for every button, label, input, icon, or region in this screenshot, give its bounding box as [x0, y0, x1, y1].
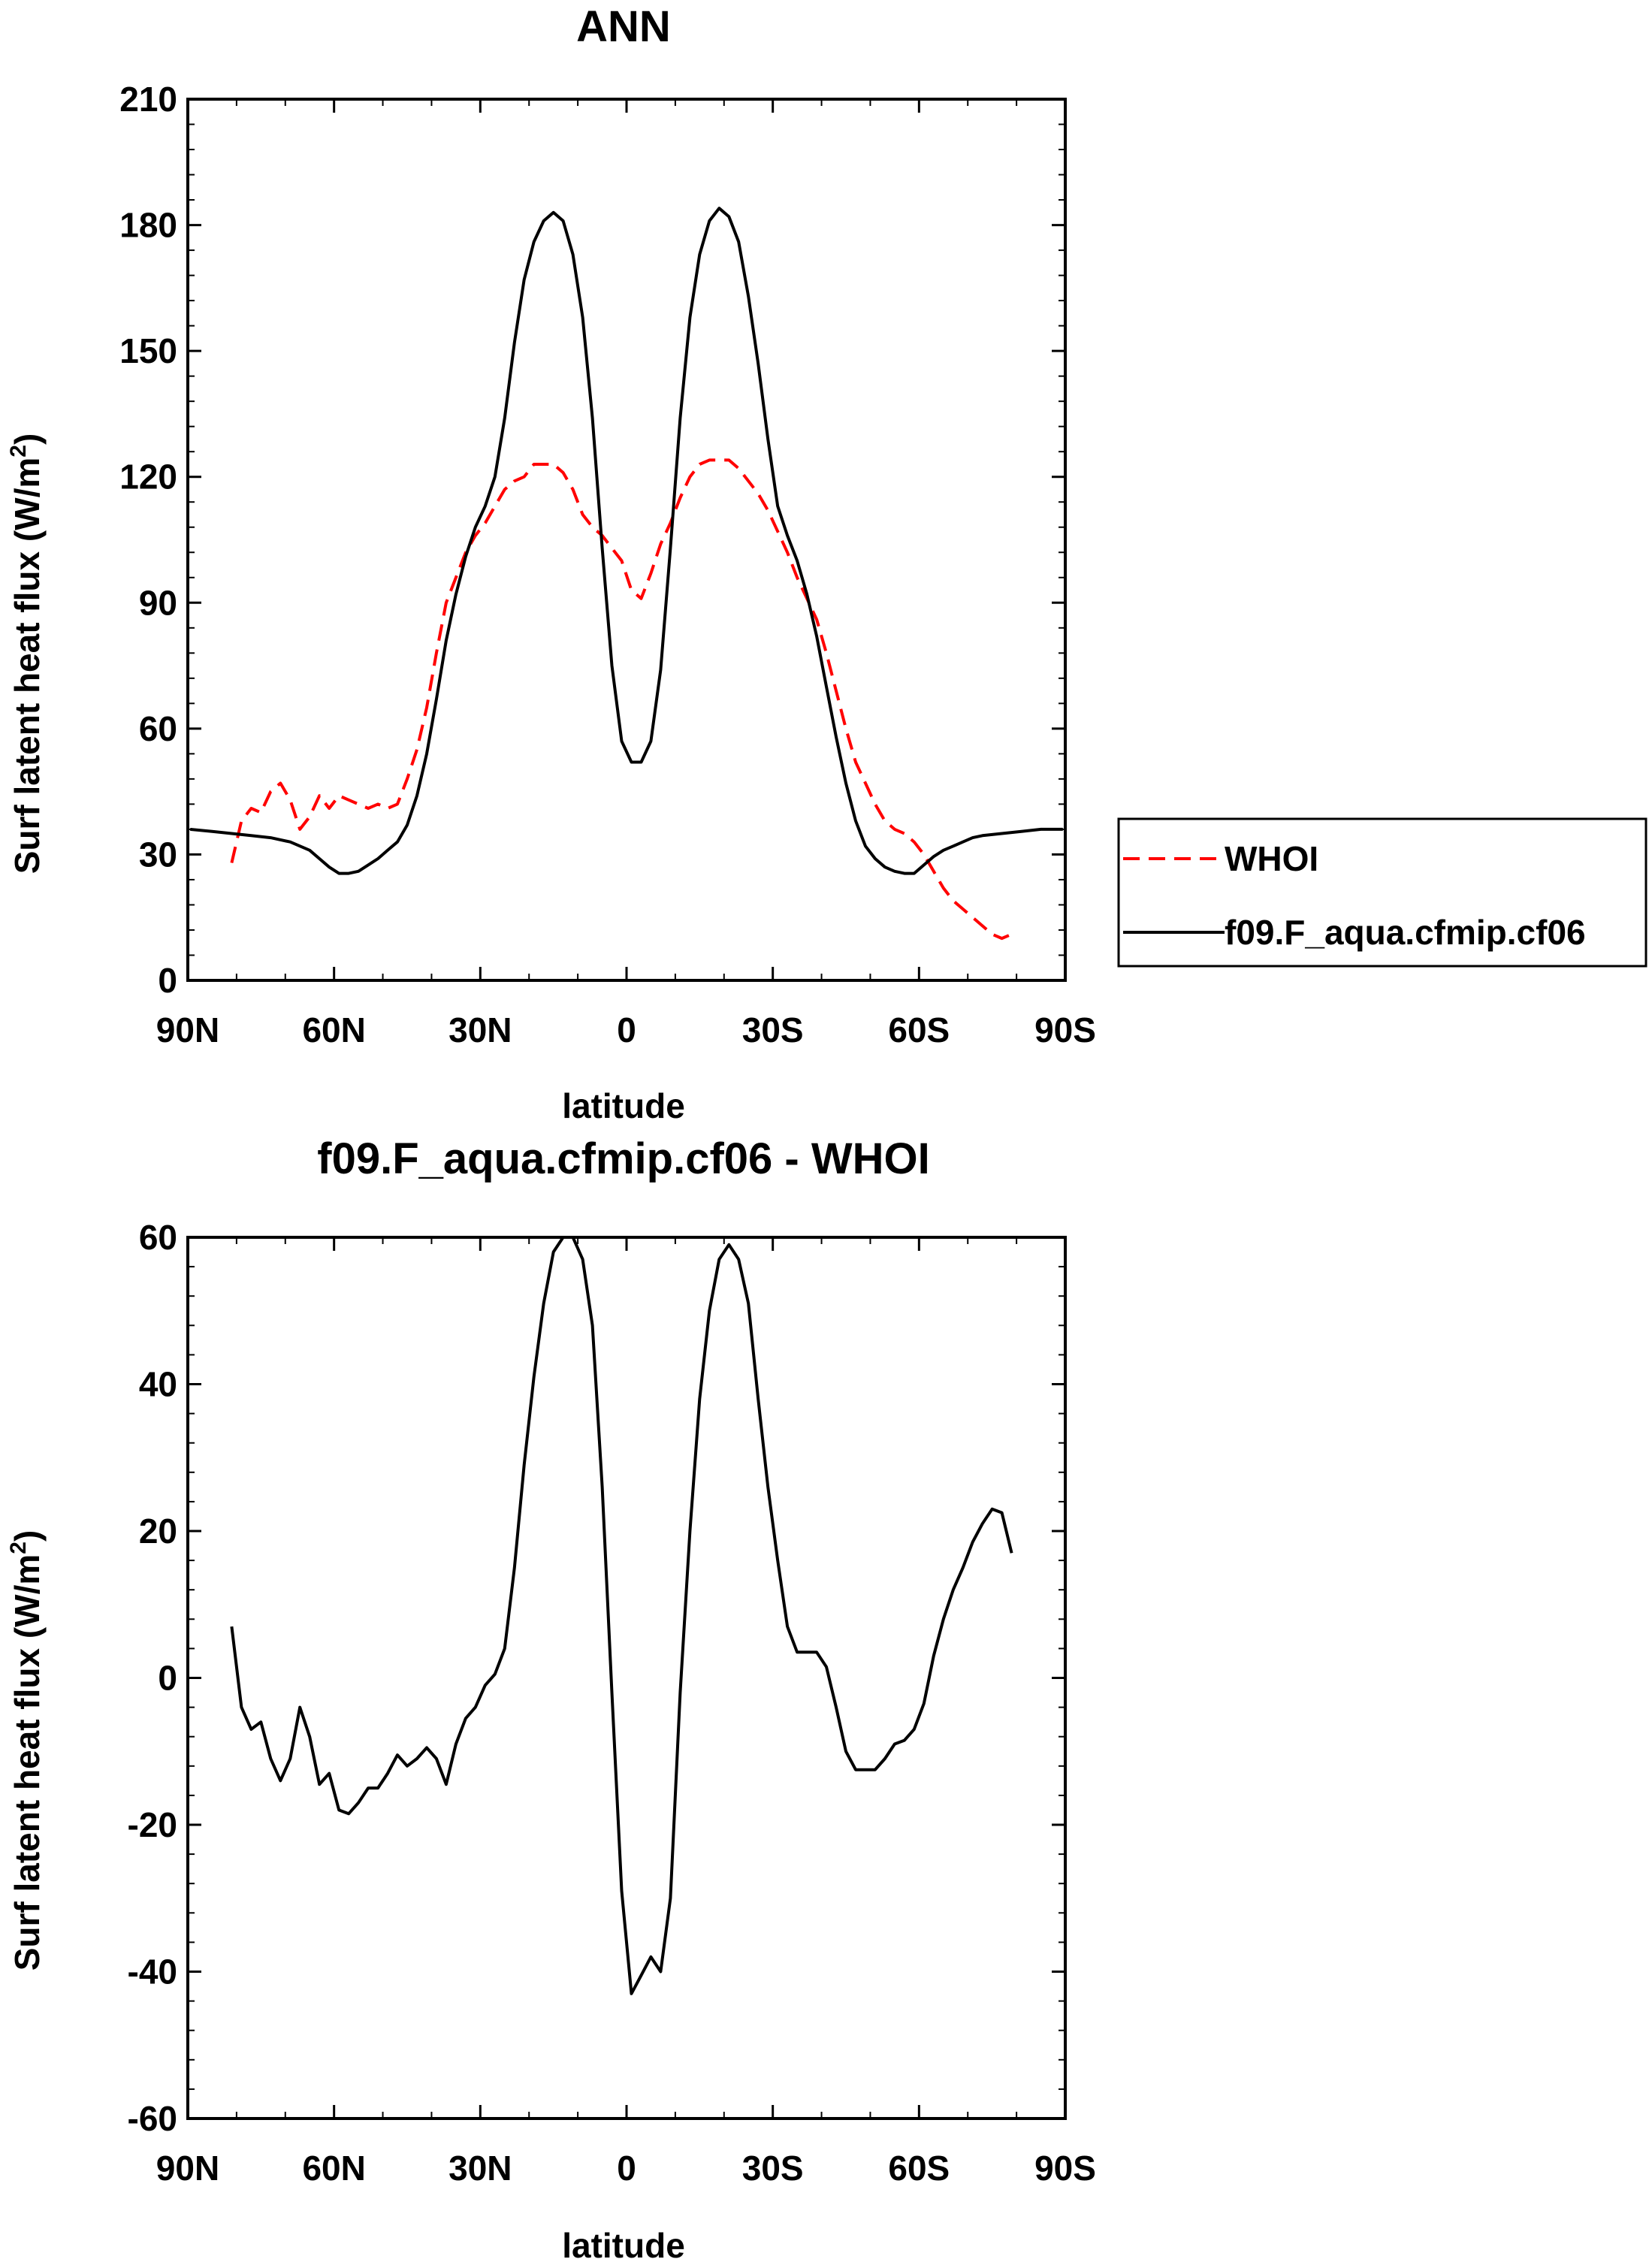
x-tick-label: 90S — [1034, 2149, 1096, 2188]
series-line-whoi — [230, 458, 1013, 941]
legend-label-model: f09.F_aqua.cfmip.cf06 — [1225, 913, 1586, 952]
x-tick-label: 60S — [888, 2149, 950, 2188]
annual-mean-chart: ANN 0 30 60 90 120 150 180 210 90N 60N 30N 0 30S 60S… — [6, 2, 1647, 1125]
y-tick-label: -60 — [128, 2099, 177, 2138]
y-tick-label: 0 — [158, 961, 177, 1000]
x-tick-label: 90S — [1034, 1010, 1096, 1049]
y-axis-label: Surf latent heat flux (W/m2) — [6, 1530, 47, 1971]
y-tick-label: 150 — [119, 331, 177, 370]
x-tick-label: 60N — [302, 1010, 365, 1049]
legend-box — [1117, 817, 1647, 968]
y-axis-label-text: Surf latent heat flux (W/m — [8, 1554, 47, 1971]
y-axis-label-superscript: 2 — [6, 445, 31, 458]
y-axis-label-close: ) — [8, 1530, 47, 1542]
x-tick-label: 90N — [156, 2149, 219, 2188]
series-line-model — [230, 1236, 1013, 1995]
x-tick-label: 60S — [888, 1010, 950, 1049]
legend-label-whoi: WHOI — [1225, 839, 1318, 878]
y-axis-label-close: ) — [8, 433, 47, 445]
x-tick-labels: 90N 60N 30N 0 30S 60S 90S — [156, 1010, 1096, 1049]
x-axis-label: latitude — [562, 2226, 685, 2262]
y-axis-label: Surf latent heat flux (W/m2) — [6, 433, 47, 874]
x-tick-label: 30N — [448, 2149, 512, 2188]
x-tick-label: 0 — [617, 1010, 636, 1049]
y-tick-label: 40 — [139, 1365, 177, 1404]
legend: WHOI f09.F_aqua.cfmip.cf06 — [1117, 817, 1647, 968]
series-layer — [190, 207, 1063, 941]
y-tick-label: 90 — [139, 583, 177, 622]
y-axis-label-superscript: 2 — [6, 1542, 31, 1554]
y-tick-label: 30 — [139, 835, 177, 874]
axis-ticks — [186, 98, 1067, 982]
y-tick-label: 60 — [139, 1218, 177, 1257]
difference-chart: f09.F_aqua.cfmip.cf06 - WHOI -60 -40 -20 0 2… — [6, 1134, 1096, 2262]
y-tick-label: -40 — [128, 1952, 177, 1992]
x-tick-label: 90N — [156, 1010, 219, 1049]
y-tick-label: 20 — [139, 1512, 177, 1551]
x-tick-label: 30S — [742, 1010, 804, 1049]
x-tick-label: 60N — [302, 2149, 365, 2188]
x-tick-label: 30S — [742, 2149, 804, 2188]
y-tick-label: 210 — [119, 80, 177, 119]
axis-ticks — [186, 1236, 1067, 2120]
plot-frame — [186, 1236, 1067, 2120]
y-tick-label: 180 — [119, 206, 177, 245]
x-tick-labels: 90N 60N 30N 0 30S 60S 90S — [156, 2149, 1096, 2188]
y-tick-label: 60 — [139, 709, 177, 748]
x-tick-label: 30N — [448, 1010, 512, 1049]
chart-title: f09.F_aqua.cfmip.cf06 - WHOI — [317, 1134, 929, 1183]
x-tick-label: 0 — [617, 2149, 636, 2188]
chart-title: ANN — [576, 2, 671, 51]
y-tick-labels: -60 -40 -20 0 20 40 60 — [128, 1218, 177, 2138]
series-line-model — [190, 207, 1063, 875]
y-tick-labels: 0 30 60 90 120 150 180 210 — [119, 80, 177, 1000]
y-tick-label: -20 — [128, 1805, 177, 1844]
x-axis-label: latitude — [562, 1086, 685, 1125]
plot-border — [186, 1236, 1067, 2120]
series-layer — [230, 1236, 1013, 1995]
plot-border — [186, 98, 1067, 982]
plot-frame — [186, 98, 1067, 982]
y-tick-label: 0 — [158, 1659, 177, 1698]
y-tick-label: 120 — [119, 458, 177, 497]
y-axis-label-text: Surf latent heat flux (W/m — [8, 458, 47, 874]
